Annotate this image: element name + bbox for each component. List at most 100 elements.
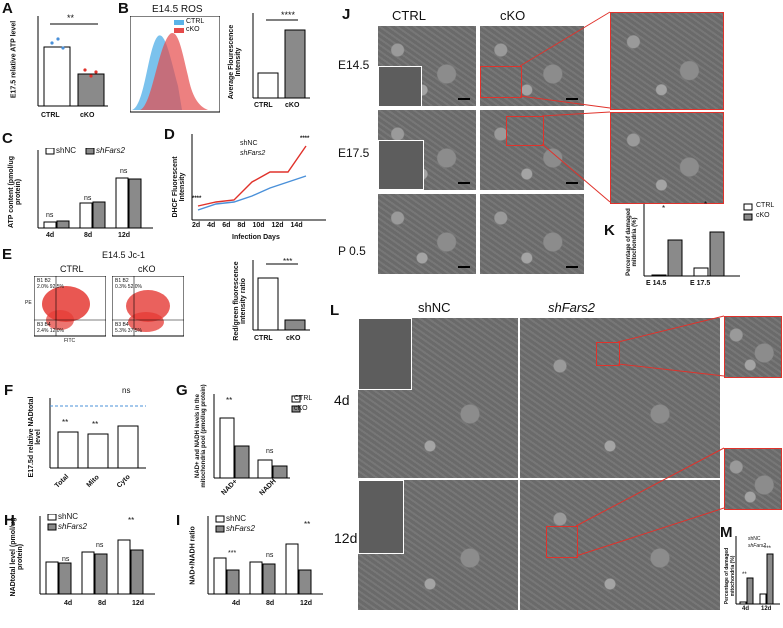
panel-e-bar-chart — [252, 260, 310, 331]
panel-j-col-ctrl: CTRL — [392, 8, 426, 23]
panel-m-chart — [735, 536, 780, 605]
panel-label-c: C — [2, 130, 13, 147]
panel-label-m: M — [720, 524, 733, 541]
em-j-ctrl-e145 — [378, 26, 476, 106]
panel-m-cat-1: 4d — [742, 606, 750, 612]
panel-i-chart — [207, 515, 323, 595]
panel-c-cat-3: 12d — [118, 232, 131, 239]
em-l-zoom-1 — [724, 316, 782, 378]
panel-i-cat-1: 4d — [232, 600, 241, 607]
em-j-cko-p05 — [480, 194, 584, 274]
panel-label-b: B — [118, 0, 129, 17]
panel-k-legend-ctrl: CTRL — [756, 202, 775, 209]
panel-e-flow-ctrl — [34, 276, 106, 337]
em-j-zoom-2 — [610, 112, 724, 204]
panel-d-xticks: 2d 4d 6d 8d 10d 12d 14d — [192, 222, 303, 229]
panel-h-chart — [39, 514, 155, 595]
panel-k-sig-2: * — [704, 200, 708, 209]
panel-h-sig-1: ns — [62, 556, 70, 563]
panel-k-cat-1: E 14.5 — [646, 280, 667, 287]
panel-i-sig-2: ns — [266, 552, 274, 559]
panel-b-sig: **** — [281, 10, 296, 20]
panel-i-legend-shfars2: shFars2 — [226, 524, 255, 533]
panel-h-legend-shfars2: shFars2 — [58, 522, 87, 531]
panel-e-sig: *** — [283, 257, 293, 266]
bar-cko — [77, 73, 105, 107]
panel-d-xlabel: Infection Days — [232, 234, 280, 241]
panel-j-row-p05: P 0.5 — [338, 244, 366, 258]
panel-label-i: I — [176, 512, 181, 529]
panel-k-chart — [643, 203, 753, 277]
em-j-ctrl-p05 — [378, 194, 476, 274]
panel-d-legend-shfars2: shFars2 — [240, 150, 266, 157]
panel-e-sub-cko: cKO — [138, 264, 156, 274]
panel-j-row-e175: E17.5 — [338, 146, 370, 160]
panel-j-connectors — [519, 11, 611, 203]
panel-c-sig-1: ns — [46, 212, 54, 219]
panel-label-g: G — [176, 382, 188, 399]
panel-e-flow-cko — [112, 276, 184, 337]
panel-e-quad-cko-low: B3 B4 5.3% 37.5% — [115, 322, 142, 334]
panel-h-sig-2: ns — [96, 542, 104, 549]
panel-label-h: H — [4, 512, 15, 529]
panel-g-sig-1: ** — [226, 396, 233, 405]
panel-h-cat-2: 8d — [98, 600, 107, 607]
panel-k-cat-2: E 17.5 — [690, 280, 711, 287]
em-l-shfars2-12d — [520, 480, 720, 610]
panel-e-title: E14.5 Jc-1 — [102, 250, 146, 260]
panel-f-sig-2: ** — [92, 420, 99, 429]
panel-e-quad-ctrl: B1 B2 2.0% 92.5% — [37, 278, 64, 290]
panel-m-legend-shfars2: shFars2 — [748, 543, 767, 549]
panel-l-row-12d: 12d — [334, 530, 358, 546]
panel-e-quad-ctrl-low: B3 B4 2.4% 12.0% — [37, 322, 64, 334]
em-j-cko-e145 — [480, 26, 584, 106]
panel-m-ylabel: Percentage of damaged mitochondria (%) — [724, 547, 736, 605]
panel-d-chart — [191, 134, 326, 221]
panel-j-col-cko: cKO — [500, 8, 526, 23]
em-j-ctrl-e175 — [378, 110, 476, 190]
panel-label-f: F — [4, 382, 14, 399]
panel-d-sig-late: **** — [300, 136, 310, 142]
panel-e-cat-ctrl: CTRL — [254, 335, 273, 342]
em-l-shnc-4d — [358, 318, 518, 478]
em-j-cko-e175 — [480, 110, 584, 190]
panel-e-cat-cko: cKO — [286, 335, 301, 342]
panel-k-sig-1: * — [662, 204, 666, 213]
panel-e-axis-pe: PE — [25, 300, 32, 306]
panel-c-sig-3: ns — [120, 168, 128, 175]
panel-h-legend-shnc: shNC — [58, 512, 79, 521]
panel-i-legend-shnc: shNC — [226, 514, 247, 523]
panel-i-sig-3: ** — [304, 520, 311, 529]
panel-b-cat-cko: cKO — [285, 102, 300, 109]
em-l-shnc-12d — [358, 480, 518, 610]
em-j-zoom-1 — [610, 12, 724, 110]
panel-m-cat-2: 12d — [761, 606, 772, 612]
panel-b-bar-chart — [252, 13, 310, 99]
panel-b-legend-ctrl: CTRL — [186, 18, 205, 25]
panel-k-legend-cko: cKO — [756, 212, 770, 219]
panel-g-chart — [213, 394, 301, 479]
panel-d-legend-shnc: shNC — [240, 140, 258, 147]
panel-g-sig-2: ns — [266, 448, 274, 455]
panel-c-cat-2: 8d — [84, 232, 93, 239]
panel-label-l: L — [330, 302, 340, 319]
panel-l-row-4d: 4d — [334, 392, 350, 408]
panel-a-cat-ctrl: CTRL — [41, 112, 60, 119]
panel-d-sig: **** — [192, 196, 202, 202]
panel-e-sub-ctrl: CTRL — [60, 264, 84, 274]
panel-c-cat-1: 4d — [46, 232, 55, 239]
panel-h-cat-3: 12d — [132, 600, 145, 607]
panel-g-legend-ctrl: CTRL — [294, 395, 313, 402]
panel-b-cat-ctrl: CTRL — [254, 102, 273, 109]
panel-m-sig-1: ** — [742, 572, 747, 578]
panel-c-legend-shfars2: shFars2 — [96, 146, 125, 155]
panel-e-axis-fitc: FITC — [64, 338, 76, 344]
panel-g-legend-cko: cKO — [294, 405, 308, 412]
panel-b-histogram — [130, 16, 220, 113]
panel-c-chart — [37, 148, 153, 229]
panel-c-sig-2: ns — [84, 195, 92, 202]
panel-k-ylabel: Percentage of damaged mitochondria (%) — [626, 208, 638, 276]
panel-a-cat-cko: cKO — [80, 112, 95, 119]
panel-l-connectors — [575, 315, 725, 557]
bar-ctrl — [43, 46, 71, 107]
